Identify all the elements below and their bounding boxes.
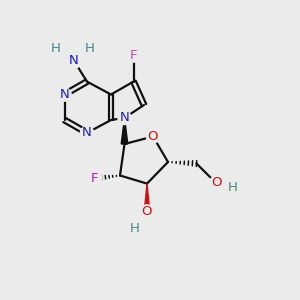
Text: N: N (82, 126, 92, 140)
Circle shape (127, 49, 140, 62)
Circle shape (65, 52, 82, 68)
Circle shape (140, 205, 154, 218)
Circle shape (146, 130, 160, 143)
Circle shape (80, 126, 94, 140)
Text: F: F (91, 172, 98, 185)
Circle shape (209, 176, 223, 190)
Text: N: N (69, 53, 78, 67)
Text: H: H (130, 221, 140, 235)
Circle shape (118, 111, 131, 124)
Polygon shape (144, 184, 150, 212)
Text: H: H (51, 41, 60, 55)
Text: O: O (148, 130, 158, 143)
Text: H: H (228, 181, 237, 194)
Circle shape (87, 171, 102, 186)
Polygon shape (121, 118, 128, 144)
Text: O: O (142, 205, 152, 218)
Text: H: H (85, 41, 95, 55)
Circle shape (58, 88, 71, 101)
Text: N: N (120, 111, 129, 124)
Text: N: N (60, 88, 69, 101)
Text: O: O (211, 176, 221, 190)
Text: F: F (130, 49, 137, 62)
